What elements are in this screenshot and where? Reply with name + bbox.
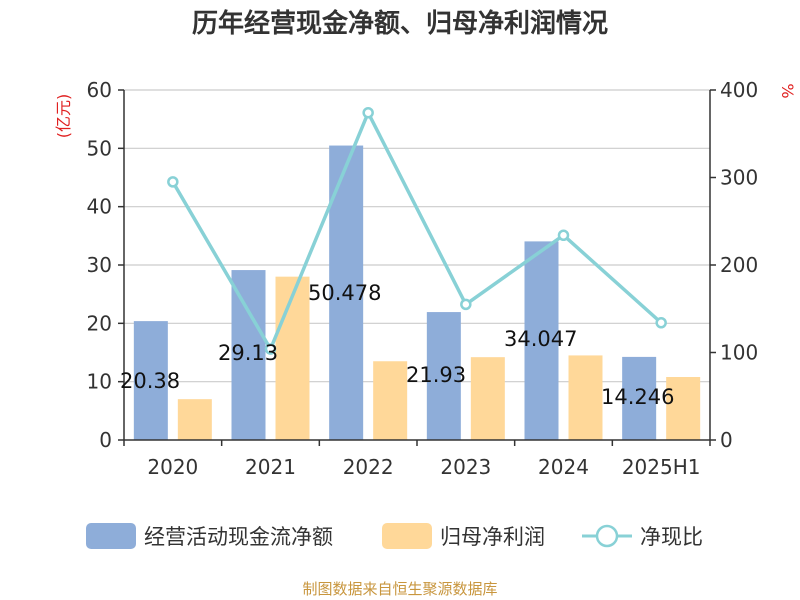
bar-operating-cash — [524, 241, 559, 440]
left-tick-label: 50 — [87, 136, 112, 160]
right-tick-label: 0 — [720, 428, 733, 452]
bars-layer — [133, 145, 701, 441]
right-axis-unit: % — [778, 83, 797, 98]
point-net-cash-ratio — [362, 107, 374, 119]
right-tick-label: 100 — [720, 341, 758, 365]
data-label-operating-cash: 34.047 — [504, 327, 577, 351]
chart-title: 历年经营现金净额、归母净利润情况 — [192, 8, 608, 39]
bar-net-profit — [177, 399, 212, 440]
bar-net-profit — [373, 361, 408, 440]
legend-label: 归母净利润 — [440, 525, 545, 549]
x-tick-label: 2023 — [440, 455, 491, 479]
legend-label: 经营活动现金流净额 — [144, 525, 333, 549]
bar-operating-cash — [133, 321, 168, 440]
x-tick-label: 2024 — [538, 455, 589, 479]
bar-net-profit — [275, 276, 310, 440]
point-net-cash-ratio — [167, 176, 179, 188]
left-tick-label: 40 — [87, 195, 112, 219]
left-tick-label: 30 — [87, 253, 112, 277]
left-tick-label: 10 — [87, 370, 112, 394]
legend-marker — [595, 524, 619, 548]
line-layer — [167, 107, 667, 355]
bar-net-profit — [666, 377, 701, 440]
bar-net-profit — [568, 355, 603, 440]
bar-operating-cash — [622, 356, 657, 440]
left-tick-label: 60 — [87, 78, 112, 102]
right-tick-label: 200 — [720, 253, 758, 277]
bar-net-profit — [470, 357, 505, 440]
right-tick-label: 400 — [720, 78, 758, 102]
legend-label: 净现比 — [640, 525, 703, 549]
data-labels-layer: 20.38 29.13 50.478 21.93 34.047 14.246 — [120, 281, 674, 409]
data-label-operating-cash: 29.13 — [218, 341, 278, 365]
x-tick-label: 2020 — [147, 455, 198, 479]
axes-layer: 0 10 20 30 40 50 60 0 100 200 300 400 2020 2021 2022 20… — [87, 78, 759, 479]
x-tick-label: 2021 — [245, 455, 296, 479]
data-label-operating-cash: 21.93 — [406, 363, 466, 387]
point-net-cash-ratio — [264, 343, 277, 355]
bar-operating-cash — [426, 312, 461, 440]
point-net-cash-ratio — [460, 298, 472, 311]
data-label-operating-cash: 50.478 — [308, 281, 381, 305]
left-axis-unit: (亿元) — [54, 94, 73, 139]
left-tick-label: 20 — [87, 311, 112, 335]
x-tick-label: 2022 — [343, 455, 394, 479]
point-net-cash-ratio — [655, 317, 667, 329]
grid-lines — [124, 89, 710, 383]
right-tick-label: 300 — [720, 166, 758, 190]
legend-swatch — [86, 523, 136, 549]
x-tick-label: 2025H1 — [622, 455, 701, 479]
legend: 经营活动现金流净额 归母净利润 净现比 — [86, 523, 703, 549]
point-net-cash-ratio — [557, 229, 570, 241]
source-note: 制图数据来自恒生聚源数据库 — [302, 580, 497, 598]
data-label-operating-cash: 14.246 — [601, 385, 674, 409]
left-tick-label: 0 — [99, 428, 112, 452]
line-net-cash-ratio — [171, 108, 663, 353]
data-label-operating-cash: 20.38 — [120, 369, 180, 393]
bar-operating-cash — [231, 270, 266, 440]
legend-swatch — [382, 523, 432, 549]
